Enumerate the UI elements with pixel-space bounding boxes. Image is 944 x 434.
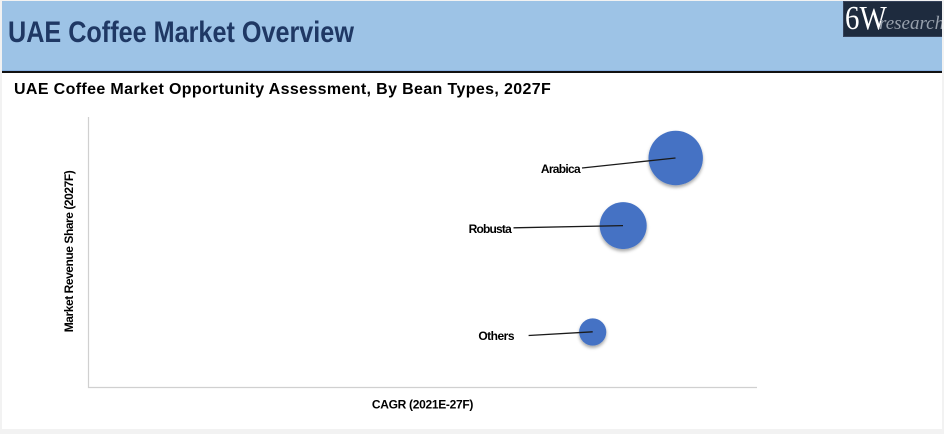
svg-text:Robusta: Robusta (469, 222, 513, 236)
svg-text:CAGR (2021E-27F): CAGR (2021E-27F) (372, 398, 474, 412)
svg-text:Others: Others (478, 329, 515, 343)
svg-text:Arabica: Arabica (541, 162, 581, 176)
svg-text:Market Revenue Share (2027F): Market Revenue Share (2027F) (62, 170, 76, 332)
